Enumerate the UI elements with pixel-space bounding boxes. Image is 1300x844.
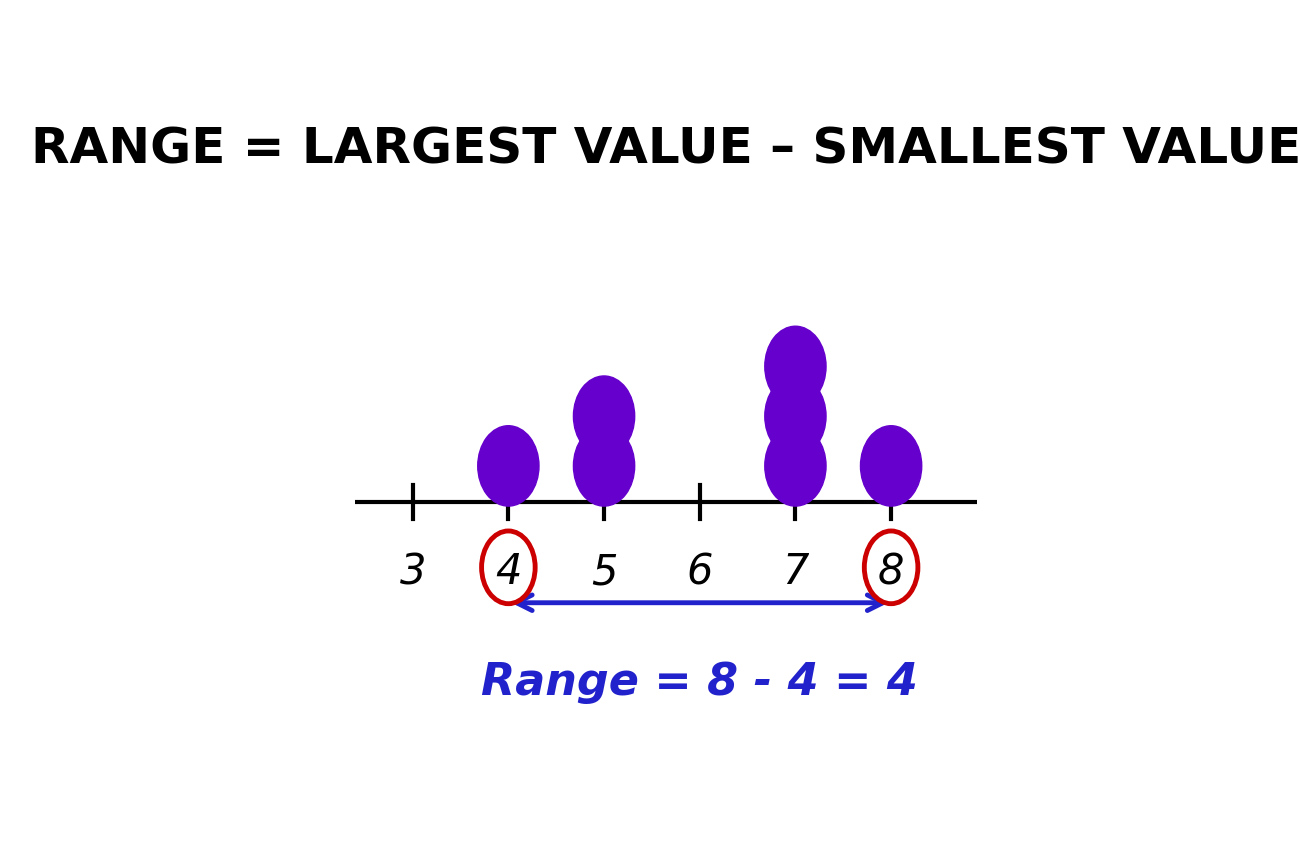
Ellipse shape — [861, 426, 922, 506]
Text: 3: 3 — [399, 550, 426, 592]
Text: RANGE = LARGEST VALUE – SMALLEST VALUE: RANGE = LARGEST VALUE – SMALLEST VALUE — [31, 125, 1300, 173]
Text: 6: 6 — [686, 550, 712, 592]
Text: 8: 8 — [878, 550, 905, 592]
Ellipse shape — [573, 376, 634, 457]
Ellipse shape — [478, 426, 540, 506]
Text: 7: 7 — [783, 550, 809, 592]
Ellipse shape — [764, 376, 826, 457]
Ellipse shape — [764, 426, 826, 506]
Text: 4: 4 — [495, 550, 521, 592]
Text: Range = 8 - 4 = 4: Range = 8 - 4 = 4 — [481, 660, 918, 703]
Ellipse shape — [764, 327, 826, 407]
Text: 5: 5 — [590, 550, 618, 592]
Ellipse shape — [573, 426, 634, 506]
